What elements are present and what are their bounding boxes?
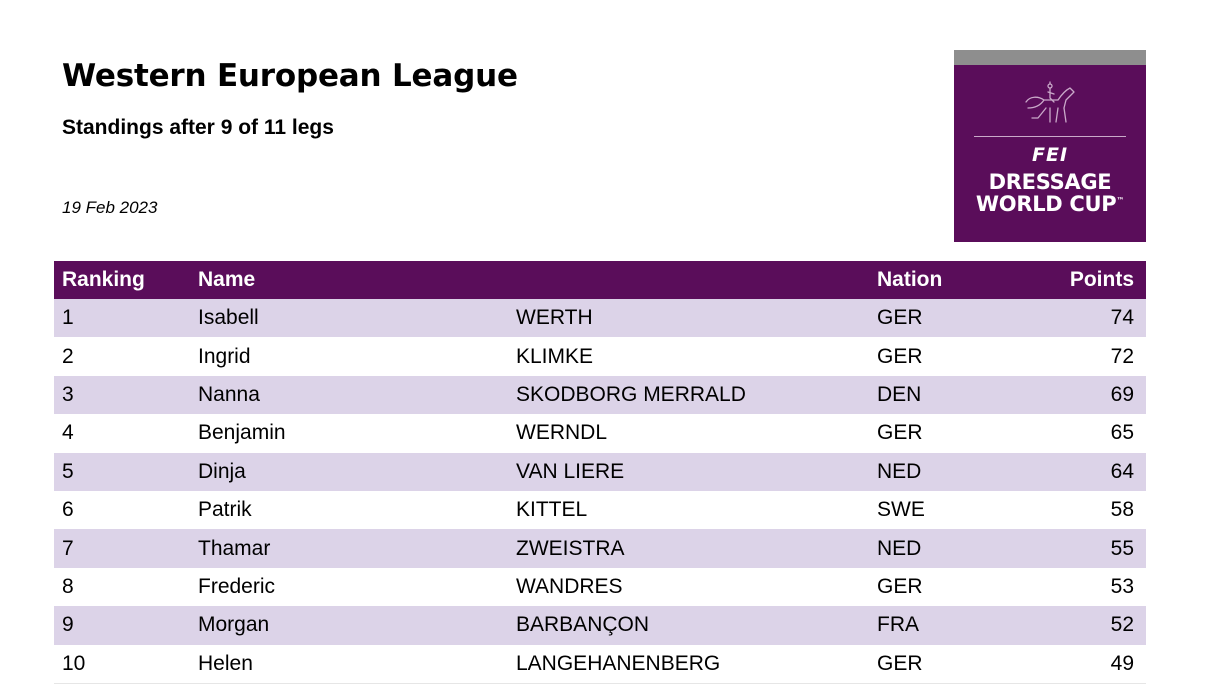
table-row: 8 Frederic WANDRES GER 53	[54, 567, 1146, 607]
table-body: 1 Isabell WERTH GER 74 2 Ingrid KLIMKE GER 72 3 Nan…	[54, 299, 1146, 684]
table-row: 5 Dinja VAN LIERE NED 64	[54, 452, 1146, 491]
cell-nation: FRA	[877, 613, 919, 637]
cell-points: 52	[1110, 613, 1134, 637]
cell-ranking: 8	[62, 574, 74, 598]
cell-last-name: ZWEISTRA	[516, 536, 625, 560]
cell-nation: NED	[877, 536, 922, 560]
cell-first-name: Thamar	[198, 536, 271, 560]
table-header: Ranking Name Nation Points	[54, 261, 1146, 299]
cell-last-name: SKODBORG MERRALD	[516, 382, 746, 406]
cell-points: 58	[1110, 498, 1134, 522]
cell-nation: GER	[877, 574, 923, 598]
column-header-ranking: Ranking	[62, 268, 145, 291]
trademark-symbol: ™	[1116, 196, 1125, 205]
cell-ranking: 5	[62, 459, 74, 483]
page-title: Western European League	[62, 58, 518, 94]
fei-dressage-world-cup-logo: FEI DRESSAGE WORLD CUP™	[954, 50, 1146, 242]
table-row: 1 Isabell WERTH GER 74	[54, 299, 1146, 338]
cell-first-name: Morgan	[198, 613, 270, 637]
cell-last-name: LANGEHANENBERG	[516, 651, 721, 675]
cell-nation: GER	[877, 651, 923, 675]
cell-ranking: 6	[62, 498, 74, 522]
cell-first-name: Isabell	[198, 306, 259, 330]
standings-date: 19 Feb 2023	[62, 198, 158, 217]
cell-nation: NED	[877, 459, 922, 483]
cell-points: 72	[1110, 344, 1134, 368]
cell-first-name: Ingrid	[198, 344, 251, 368]
column-header-points: Points	[1069, 268, 1134, 291]
cell-last-name: WERNDL	[516, 421, 608, 445]
cell-points: 55	[1110, 536, 1134, 560]
logo-line-world-cup: WORLD CUP™	[954, 192, 1146, 216]
logo-line-dressage: DRESSAGE	[988, 170, 1112, 194]
cell-first-name: Helen	[198, 651, 253, 675]
cell-last-name: WERTH	[516, 306, 593, 330]
cell-nation: GER	[877, 421, 923, 445]
page-subtitle: Standings after 9 of 11 legs	[62, 116, 334, 139]
standings-table: Ranking Name Nation Points 1 Isabell WERTH…	[54, 261, 1146, 684]
table-row: 9 Morgan BARBANÇON FRA 52	[54, 606, 1146, 645]
logo-divider	[974, 136, 1126, 137]
table-row: 3 Nanna SKODBORG MERRALD DEN 69	[54, 375, 1146, 415]
cell-ranking: 9	[62, 613, 74, 637]
cell-points: 65	[1110, 421, 1134, 445]
cell-first-name: Patrik	[198, 498, 252, 522]
cell-points: 53	[1110, 574, 1134, 598]
column-header-name: Name	[198, 268, 256, 291]
cell-ranking: 10	[62, 651, 86, 675]
cell-ranking: 3	[62, 382, 74, 406]
cell-first-name: Benjamin	[198, 421, 286, 445]
cell-first-name: Nanna	[198, 382, 260, 406]
cell-first-name: Dinja	[198, 459, 246, 483]
cell-nation: SWE	[877, 498, 925, 522]
cell-last-name: KITTEL	[516, 498, 588, 522]
logo-line-world-cup-text: WORLD CUP	[975, 192, 1117, 216]
cell-last-name: VAN LIERE	[516, 459, 625, 483]
cell-first-name: Frederic	[198, 574, 276, 598]
table-row: 7 Thamar ZWEISTRA NED 55	[54, 529, 1146, 568]
table-row: 4 Benjamin WERNDL GER 65	[54, 414, 1146, 453]
dressage-rider-icon	[1025, 81, 1075, 123]
cell-last-name: BARBANÇON	[516, 613, 650, 637]
column-header-nation: Nation	[877, 268, 943, 291]
table-bottom-rule	[54, 682, 1146, 684]
cell-nation: GER	[877, 306, 923, 330]
table-row: 10 Helen LANGEHANENBERG GER 49	[54, 644, 1146, 684]
cell-nation: DEN	[877, 382, 922, 406]
cell-points: 74	[1110, 306, 1134, 330]
cell-points: 49	[1110, 651, 1134, 675]
table-row: 2 Ingrid KLIMKE GER 72	[54, 337, 1146, 376]
cell-last-name: KLIMKE	[516, 344, 594, 368]
cell-ranking: 4	[62, 421, 74, 445]
cell-last-name: WANDRES	[516, 574, 623, 598]
cell-nation: GER	[877, 344, 923, 368]
cell-points: 69	[1110, 382, 1134, 406]
logo-fei-text: FEI	[1031, 144, 1069, 166]
table-row: 6 Patrik KITTEL SWE 58	[54, 490, 1146, 530]
logo-top-band	[954, 50, 1146, 65]
cell-points: 64	[1110, 459, 1134, 483]
cell-ranking: 7	[62, 536, 74, 560]
cell-ranking: 2	[62, 344, 74, 368]
cell-ranking: 1	[62, 306, 74, 330]
